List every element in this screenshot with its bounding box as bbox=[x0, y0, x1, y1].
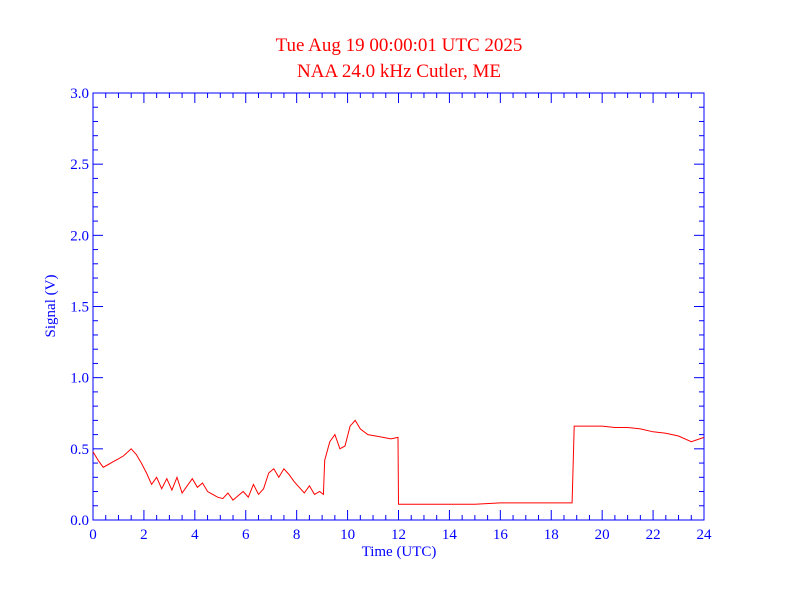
x-tick-label: 24 bbox=[697, 527, 713, 543]
chart-subtitle: NAA 24.0 kHz Cutler, ME bbox=[297, 61, 501, 82]
x-tick-label: 22 bbox=[646, 527, 661, 543]
y-tick-label: 3.0 bbox=[70, 86, 89, 102]
x-tick-label: 8 bbox=[293, 527, 301, 543]
chart-title: Tue Aug 19 00:00:01 UTC 2025 bbox=[276, 35, 523, 56]
y-tick-label: 1.0 bbox=[70, 371, 89, 387]
x-tick-label: 16 bbox=[493, 527, 509, 543]
y-tick-label: 0.0 bbox=[70, 513, 89, 529]
y-tick-label: 0.5 bbox=[70, 442, 89, 458]
y-tick-label: 2.5 bbox=[70, 157, 89, 173]
x-tick-label: 4 bbox=[191, 527, 199, 543]
y-axis-label: Signal (V) bbox=[43, 275, 59, 338]
signal-series-line bbox=[92, 419, 705, 505]
x-tick-label: 2 bbox=[140, 527, 148, 543]
x-axis-tick-labels: 0 2 4 6 8 10 12 14 16 18 20 22 24 bbox=[89, 527, 712, 543]
x-tick-label: 10 bbox=[340, 527, 355, 543]
y-axis-tick-labels: 0.0 0.5 1.0 1.5 2.0 2.5 3.0 bbox=[70, 86, 89, 529]
x-axis-label: Time (UTC) bbox=[362, 544, 437, 560]
y-axis-ticks bbox=[93, 92, 704, 521]
y-tick-label: 2.0 bbox=[70, 228, 89, 244]
x-tick-label: 20 bbox=[595, 527, 610, 543]
x-tick-label: 0 bbox=[89, 527, 97, 543]
x-tick-label: 12 bbox=[391, 527, 406, 543]
x-axis-ticks bbox=[92, 93, 705, 520]
y-tick-label: 1.5 bbox=[70, 300, 89, 316]
x-tick-label: 18 bbox=[544, 527, 559, 543]
x-tick-label: 14 bbox=[442, 527, 458, 543]
x-tick-label: 6 bbox=[242, 527, 250, 543]
